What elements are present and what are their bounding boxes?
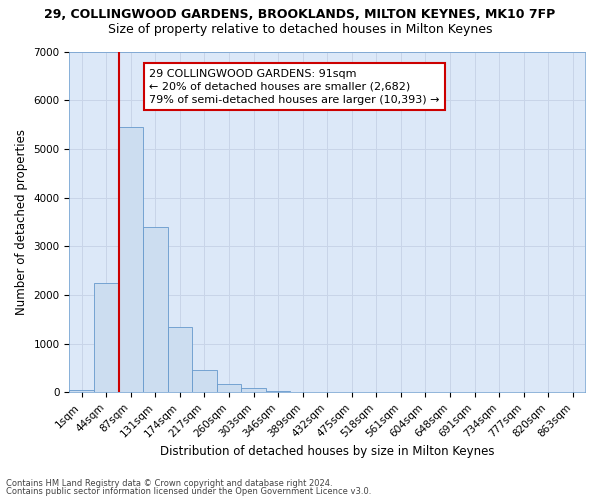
Bar xyxy=(192,370,217,392)
Y-axis label: Number of detached properties: Number of detached properties xyxy=(15,129,28,315)
Text: Contains public sector information licensed under the Open Government Licence v3: Contains public sector information licen… xyxy=(6,487,371,496)
Bar xyxy=(143,227,167,392)
Bar xyxy=(241,388,266,392)
X-axis label: Distribution of detached houses by size in Milton Keynes: Distribution of detached houses by size … xyxy=(160,444,494,458)
Bar xyxy=(119,127,143,392)
Bar xyxy=(217,384,241,392)
Text: 29 COLLINGWOOD GARDENS: 91sqm
← 20% of detached houses are smaller (2,682)
79% o: 29 COLLINGWOOD GARDENS: 91sqm ← 20% of d… xyxy=(149,68,440,105)
Text: 29, COLLINGWOOD GARDENS, BROOKLANDS, MILTON KEYNES, MK10 7FP: 29, COLLINGWOOD GARDENS, BROOKLANDS, MIL… xyxy=(44,8,556,20)
Bar xyxy=(94,283,119,393)
Text: Size of property relative to detached houses in Milton Keynes: Size of property relative to detached ho… xyxy=(108,22,492,36)
Text: Contains HM Land Registry data © Crown copyright and database right 2024.: Contains HM Land Registry data © Crown c… xyxy=(6,478,332,488)
Bar xyxy=(167,326,192,392)
Bar xyxy=(70,390,94,392)
